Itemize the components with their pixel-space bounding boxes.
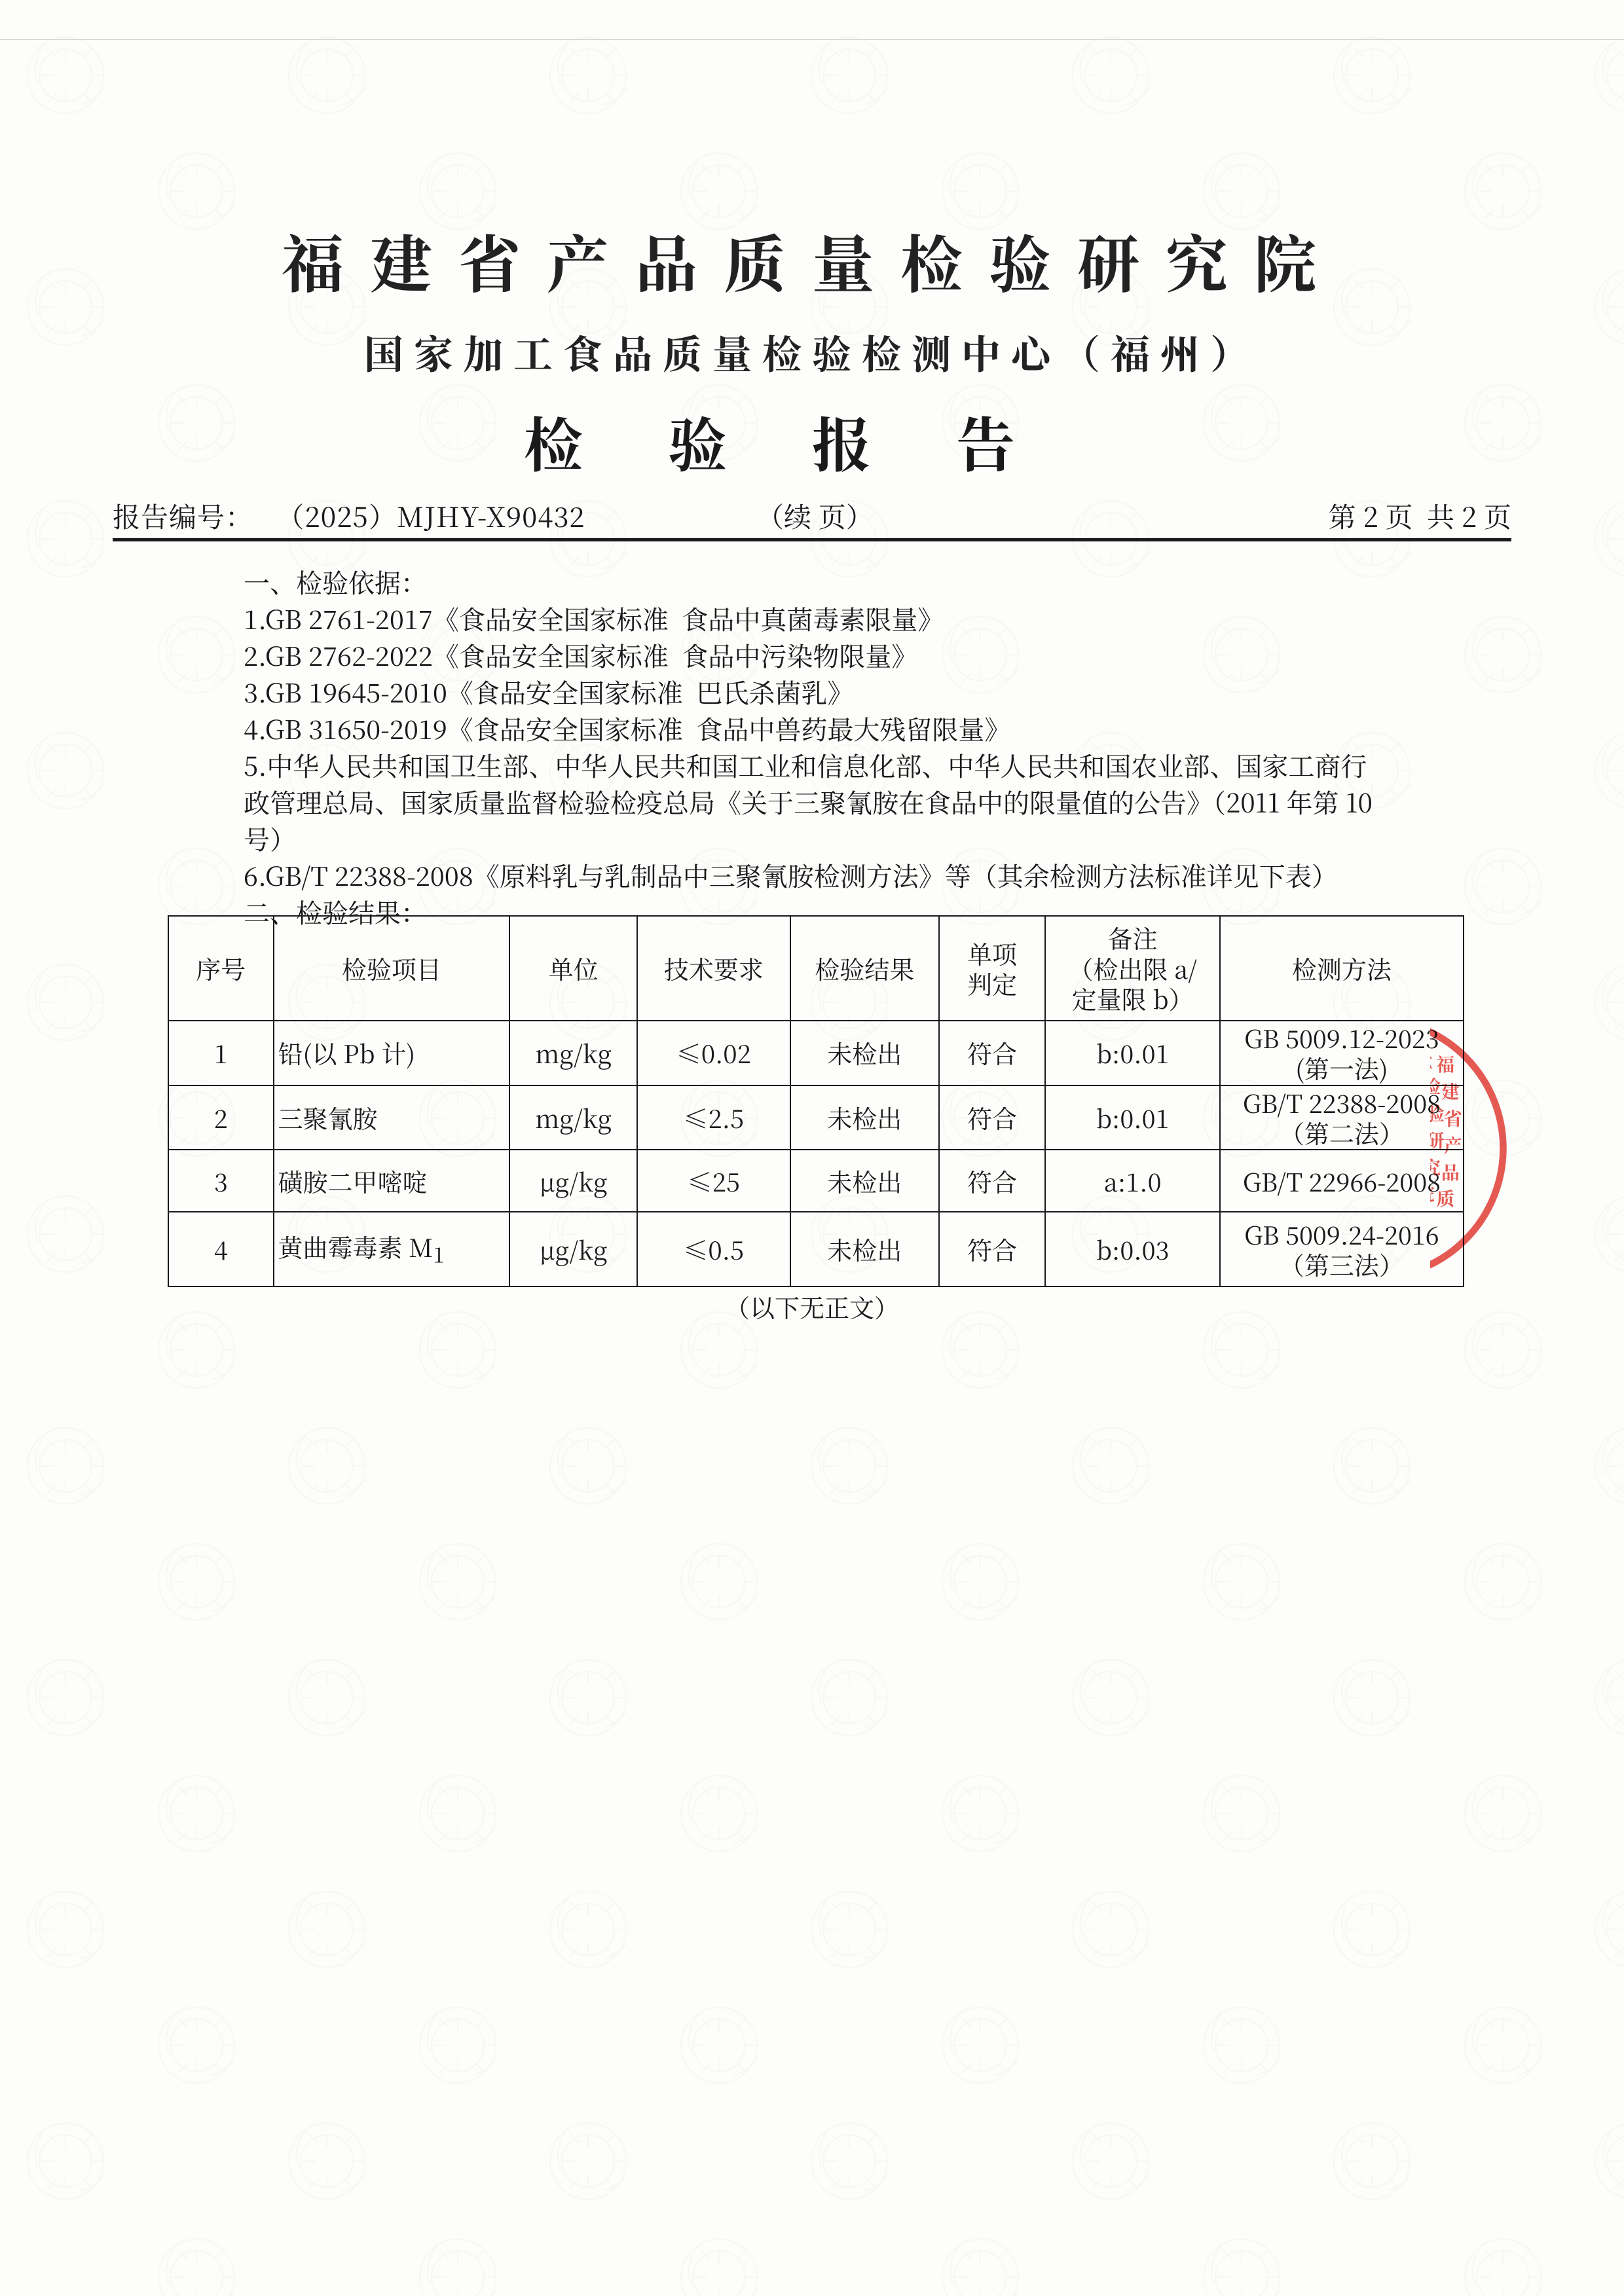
svg-text:省: 省	[1444, 1104, 1463, 1131]
svg-text:产: 产	[1444, 1131, 1462, 1157]
svg-text:质: 质	[1436, 1184, 1454, 1211]
svg-text:品: 品	[1441, 1158, 1460, 1184]
